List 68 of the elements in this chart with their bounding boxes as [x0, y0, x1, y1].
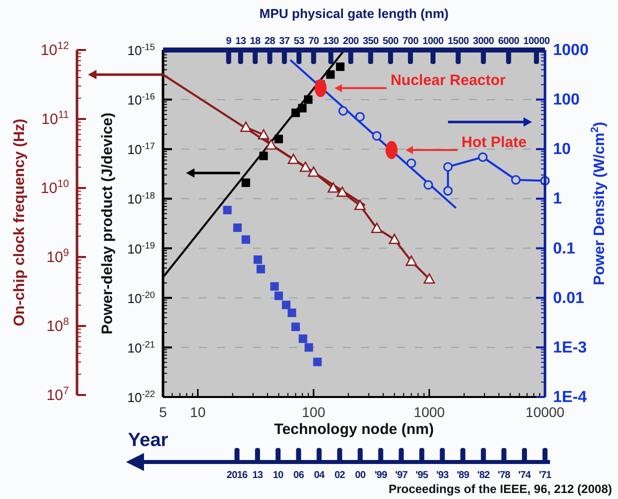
text: 9 — [226, 36, 232, 47]
y-tick-label: 10$^{-18}$ — [127, 190, 155, 207]
text: 28 — [264, 36, 276, 47]
text: '71 — [538, 470, 552, 481]
text: 6000 — [498, 36, 520, 47]
y-tick-label: 0.01 — [553, 290, 584, 307]
text: 06 — [293, 470, 305, 481]
text: 700 — [402, 36, 420, 47]
annotation: Hot Plate — [462, 134, 527, 152]
x-tick-label: 10000 — [526, 404, 565, 420]
text: 10000 — [523, 36, 550, 47]
y-tick-label: 10$^{-15}$ — [127, 42, 155, 58]
text: 00 — [355, 470, 366, 481]
y-tick-label: 10$^{9}$ — [46, 247, 70, 266]
y-axis-title: On-chip clock frequency (Hz) — [11, 118, 28, 326]
y-tick-label: 1000 — [553, 42, 589, 59]
text: '89 — [456, 470, 470, 481]
x-tick-label: 5 — [159, 404, 168, 420]
y-tick-label: 10$^{-22}$ — [127, 389, 155, 405]
text: 500 — [382, 36, 400, 47]
y-tick-label: 10$^{-21}$ — [127, 339, 155, 356]
text: Year — [128, 430, 169, 451]
y-tick-label: 1 — [553, 190, 562, 208]
y-tick-label: 10$^{11}$ — [41, 109, 70, 128]
text: 53 — [294, 36, 305, 47]
text: 70 — [308, 36, 320, 47]
y-tick-label: 10$^{12}$ — [40, 40, 70, 59]
x-tick-label: 1000 — [414, 404, 446, 420]
x-axis-title: Technology node (nm) — [274, 421, 434, 438]
annotation: Nuclear Reactor — [390, 72, 506, 90]
text: '78 — [498, 470, 511, 481]
text: '95 — [416, 470, 429, 481]
y-tick-label: 10$^{8}$ — [46, 316, 70, 335]
text: 200 — [342, 36, 360, 47]
text: '99 — [374, 470, 388, 481]
text: 37 — [279, 36, 290, 47]
text: '97 — [395, 470, 408, 481]
y-tick-label: 10$^{10}$ — [40, 178, 70, 197]
text: 18 — [250, 36, 262, 47]
text: 2016 — [226, 470, 248, 481]
text: 130 — [322, 36, 340, 47]
x-tick-label: 100 — [302, 404, 326, 420]
text: 13 — [235, 36, 247, 47]
text: MPU physical gate length (nm) — [259, 6, 449, 21]
y-tick-label: 100 — [553, 92, 580, 109]
text: 1500 — [448, 36, 470, 47]
text: 3000 — [472, 36, 495, 47]
y-tick-label: 10$^{-16}$ — [127, 92, 155, 108]
text: 04 — [314, 470, 326, 481]
y-tick-label: 1E-4 — [553, 389, 587, 406]
text: '82 — [477, 470, 490, 481]
text: Proceedings of the IEEE, 96, 212 (2008) — [388, 482, 612, 496]
text: 10 — [272, 470, 284, 481]
y-axis-title: Power-delay product (J/device) — [99, 112, 116, 334]
y-tick-label: 10 — [553, 141, 571, 158]
y-tick-label: 10$^{-17}$ — [127, 141, 155, 158]
text: 350 — [362, 36, 380, 47]
y-tick-label: 10$^{-20}$ — [127, 290, 155, 306]
y-tick-label: 10$^{7}$ — [46, 385, 70, 404]
x-tick-label: 10 — [190, 404, 206, 420]
text: '93 — [436, 470, 450, 481]
y-tick-label: 1E-3 — [553, 339, 587, 356]
y-tick-label: 10$^{-19}$ — [127, 240, 155, 256]
text: 13 — [252, 470, 264, 481]
text: 1000 — [422, 36, 444, 47]
y-tick-label: 0.1 — [553, 240, 576, 258]
text: 02 — [334, 470, 346, 481]
text: '74 — [518, 470, 532, 481]
